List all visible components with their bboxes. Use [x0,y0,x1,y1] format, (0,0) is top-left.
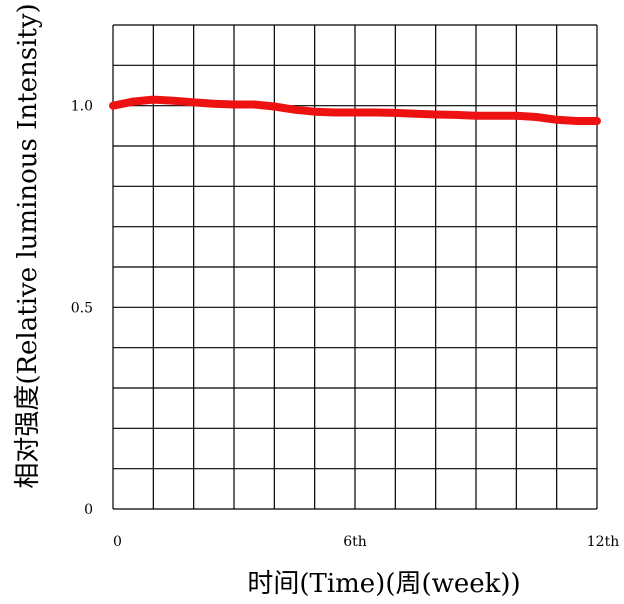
series-line [109,95,601,125]
x-tick-label: 12th [587,534,619,550]
y-axis-title: 相对强度(Relative luminous Intensity) [13,3,43,488]
y-tick-label: 0.5 [71,300,93,316]
y-tick-label: 1.0 [71,99,93,115]
x-tick-label: 0 [113,534,122,550]
plot-grid [112,24,598,510]
x-tick-labels: 0 6th 12th [113,534,619,550]
y-tick-label: 0 [84,502,93,518]
y-tick-labels: 0 0.5 1.0 [71,99,93,518]
x-tick-label: 6th [343,534,367,550]
x-axis-title: 时间(Time)(周(week)) [247,569,520,599]
series-layer [109,95,601,125]
